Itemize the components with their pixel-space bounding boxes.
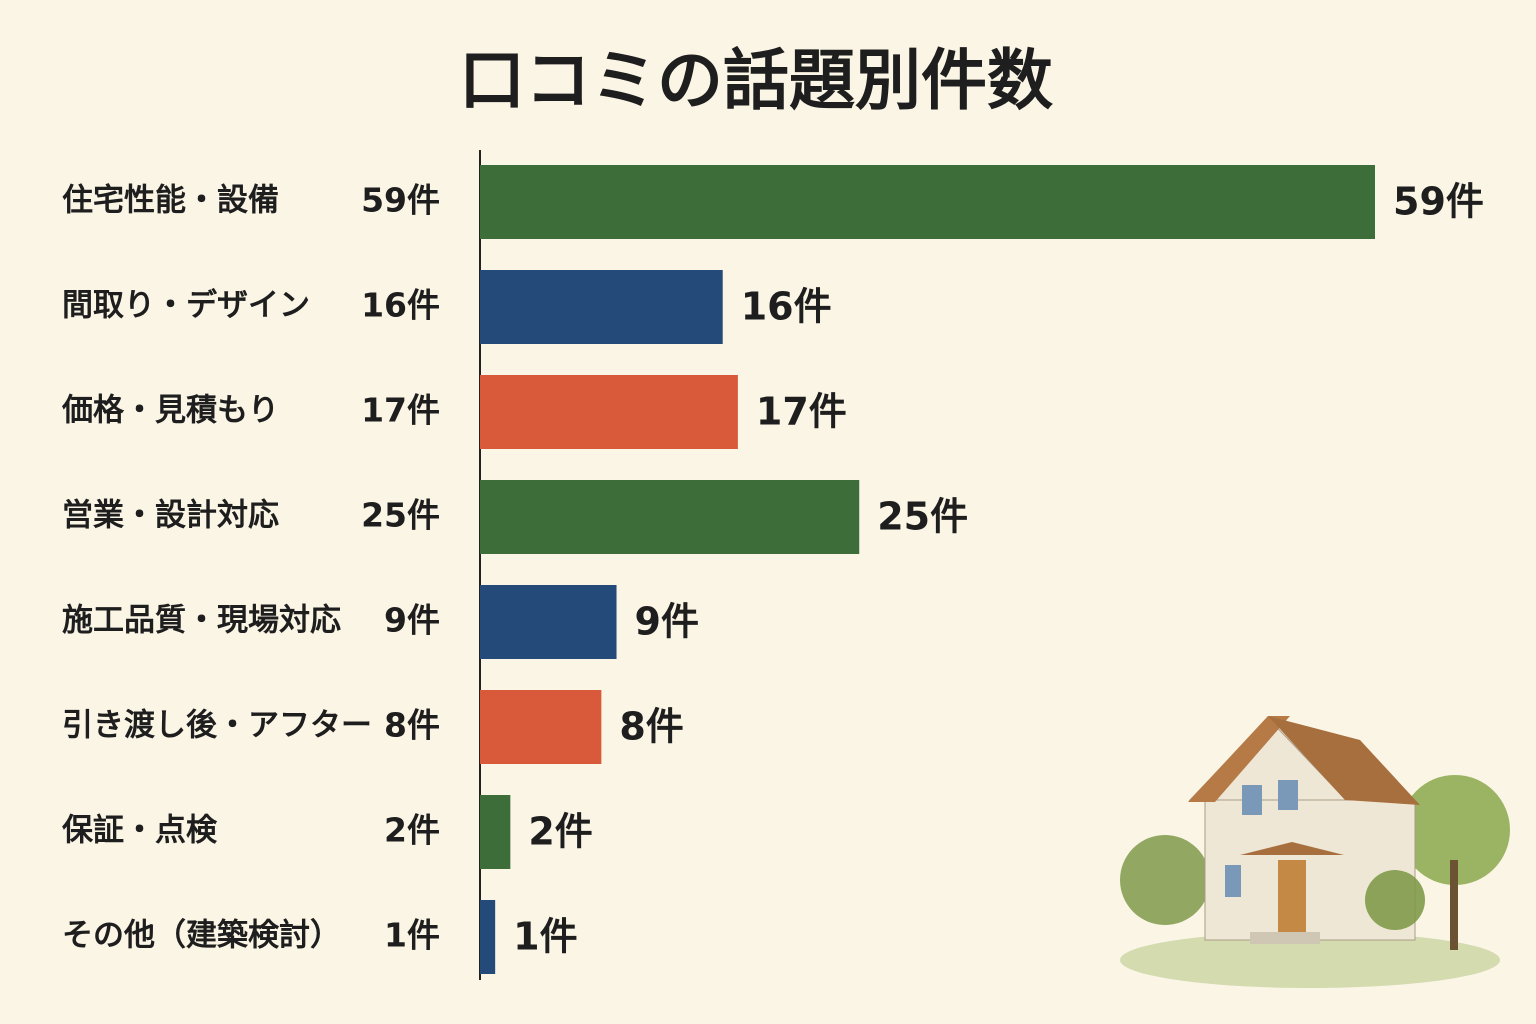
category-count-label: 8件	[384, 706, 440, 745]
bar	[480, 900, 496, 974]
category-count-label: 2件	[384, 811, 440, 850]
data-label: 16件	[741, 285, 832, 329]
data-label: 59件	[1393, 180, 1484, 224]
category-count-label: 9件	[384, 601, 440, 640]
data-label: 1件	[513, 915, 577, 959]
bar	[480, 165, 1375, 239]
category-count-label: 59件	[361, 181, 440, 220]
bar	[480, 375, 738, 449]
category-label: 保証・点検	[62, 813, 218, 849]
category-label: 施工品質・現場対応	[62, 603, 341, 639]
chart-title: 口コミの話題別件数	[459, 42, 1053, 119]
data-label: 25件	[877, 495, 968, 539]
data-label: 9件	[635, 600, 699, 644]
category-count-label: 1件	[384, 916, 440, 955]
house-illustration	[1120, 716, 1510, 988]
data-label: 17件	[756, 390, 847, 434]
category-label: 住宅性能・設備	[62, 183, 279, 219]
category-count-label: 25件	[361, 496, 440, 535]
bar	[480, 690, 602, 764]
bar	[480, 480, 860, 554]
category-count-label: 16件	[361, 286, 440, 325]
category-label: 間取り・デザイン	[62, 288, 310, 324]
category-label: 営業・設計対応	[62, 498, 279, 534]
category-label: 引き渡し後・アフター	[62, 708, 372, 744]
bar	[480, 795, 511, 869]
category-label: その他（建築検討）	[62, 918, 341, 954]
category-count-label: 17件	[361, 391, 440, 430]
bar	[480, 585, 617, 659]
bar	[480, 270, 723, 344]
data-label: 2件	[528, 810, 592, 854]
data-label: 8件	[619, 705, 683, 749]
category-label: 価格・見積もり	[61, 393, 279, 429]
